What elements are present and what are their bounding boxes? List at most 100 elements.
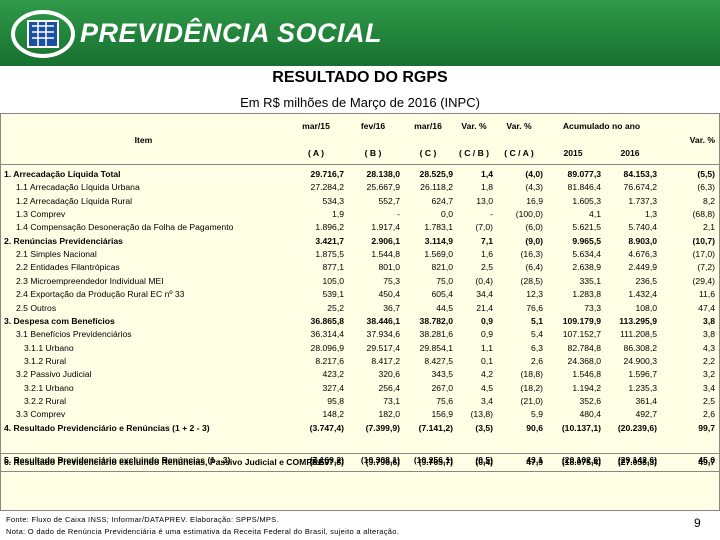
column-header: Var. %: [461, 121, 487, 131]
cell: 156,9: [431, 409, 453, 420]
cell: 2,5: [703, 395, 715, 406]
cell: 8.217,6: [315, 355, 344, 366]
cell: (3.747,4): [309, 422, 344, 433]
cell: (10.256,1): [413, 455, 453, 465]
cell: (0,4): [475, 457, 493, 467]
cell: 95,8: [327, 395, 344, 406]
cell: (6,3): [697, 182, 715, 193]
row-label: 3.1.1 Urbano: [24, 342, 74, 353]
cell: (7,0): [475, 222, 493, 233]
cell: 877,1: [322, 262, 344, 273]
cell: 1.737,3: [628, 195, 657, 206]
cell: 37.934,6: [366, 329, 400, 340]
subtitle: Em R$ milhões de Março de 2016 (INPC): [240, 95, 480, 110]
cell: 1,3: [645, 209, 657, 220]
banner: PREVIDÊNCIA SOCIAL: [0, 0, 720, 66]
cell: 1,8: [481, 182, 493, 193]
cell: 45,0: [698, 455, 715, 465]
cell: (6,0): [525, 222, 543, 233]
row-label: 1.1 Arrecadação Líquida Urbana: [16, 182, 140, 193]
cell: 12,3: [526, 289, 543, 300]
column-header: fev/16: [360, 121, 386, 131]
cell: (18.075,4): [561, 457, 601, 467]
cell: (20.239,6): [617, 422, 657, 433]
cell: 28.138,0: [366, 169, 400, 179]
column-subheader: ( B ): [364, 148, 382, 158]
row-label: 2.1 Simples Nacional: [16, 249, 97, 260]
cell: 75,0: [436, 275, 453, 286]
cell: 8.417,2: [371, 355, 400, 366]
note: Nota: O dado de Renúncia Previdenciária …: [6, 527, 400, 536]
cell: -: [490, 209, 493, 220]
cell: 1,4: [481, 169, 493, 179]
row-label: 1.4 Compensação Desoneração da Folha de …: [16, 222, 234, 233]
cell: (0,5): [475, 455, 493, 465]
cell: 5,1: [531, 315, 543, 326]
cell: 3.114,9: [424, 235, 453, 246]
cell: 82.784,8: [567, 342, 601, 353]
cell: 1.875,5: [315, 249, 344, 260]
column-subheader: 2015: [563, 148, 583, 158]
cell: 5.634,4: [572, 249, 601, 260]
cell: 73,3: [584, 302, 601, 313]
cell: 26.118,2: [420, 182, 453, 193]
cell: 5,4: [531, 329, 543, 340]
cell: 539,1: [322, 289, 344, 300]
cell: 492,7: [635, 409, 657, 420]
cell: 267,0: [431, 382, 453, 393]
row-label: 6. Resultado Previdenciário excluindo Re…: [4, 457, 330, 467]
cell: 28.525,9: [419, 169, 453, 179]
cell: 821,0: [431, 262, 453, 273]
cell: 75,3: [383, 275, 400, 286]
cell: 2.638,9: [572, 262, 601, 273]
cell: 24.368,0: [567, 355, 601, 366]
rule: [1, 453, 719, 454]
cell: 5.621,5: [572, 222, 601, 233]
cell: 2,1: [703, 222, 715, 233]
cell: (9,0): [525, 235, 543, 246]
cell: 0,9: [481, 329, 493, 340]
cell: (17,0): [692, 249, 715, 260]
cell: (9.765,7): [418, 457, 453, 467]
column-subheader: ( C / A ): [504, 148, 534, 158]
cell: 36.865,8: [310, 315, 344, 326]
row-label: 2.5 Outros: [16, 302, 57, 313]
cell: (7.399,9): [365, 422, 400, 433]
cell: 38.281,6: [419, 329, 453, 340]
cell: 335,1: [579, 275, 601, 286]
cell: (16,3): [520, 249, 543, 260]
column-subheader: ( C / B ): [458, 148, 490, 158]
cell: 4,3: [703, 342, 715, 353]
cell: 73,1: [383, 395, 400, 406]
cell: (20.102,6): [561, 455, 601, 465]
cell: 320,6: [378, 369, 400, 380]
cell: (68,8): [692, 209, 715, 220]
column-header: Var. %: [506, 121, 532, 131]
cell: 13,0: [476, 195, 493, 206]
cell: 8,2: [703, 195, 715, 206]
cell: 5.740,4: [628, 222, 657, 233]
cell: 4,2: [481, 369, 493, 380]
cell: 1.235,3: [628, 382, 657, 393]
cell: 2,6: [703, 409, 715, 420]
cell: 109.179,9: [562, 315, 601, 326]
cell: 36,7: [383, 302, 400, 313]
cell: 6,3: [531, 342, 543, 353]
column-header: Item: [134, 135, 153, 145]
cell: 36.314,4: [310, 329, 344, 340]
cell: 0,9: [481, 315, 493, 326]
row-label: 3. Despesa com Benefícios: [4, 315, 115, 326]
cell: 21,4: [476, 302, 493, 313]
cell: 1.783,1: [424, 222, 453, 233]
cell: 182,0: [378, 409, 400, 420]
cell: (7,2): [697, 262, 715, 273]
row-label: 3.2.2 Rural: [24, 395, 67, 406]
cell: (6.597,8): [309, 457, 344, 467]
cell: 86.308,2: [623, 342, 657, 353]
cell: 605,4: [431, 289, 453, 300]
row-label: 2.4 Exportação da Produção Rural EC nº 3…: [16, 289, 185, 300]
cell: 27.284,2: [310, 182, 344, 193]
row-label: 5. Resultado Previdenciário excluindo Re…: [4, 455, 231, 465]
column-subheader: ( C ): [419, 148, 437, 158]
